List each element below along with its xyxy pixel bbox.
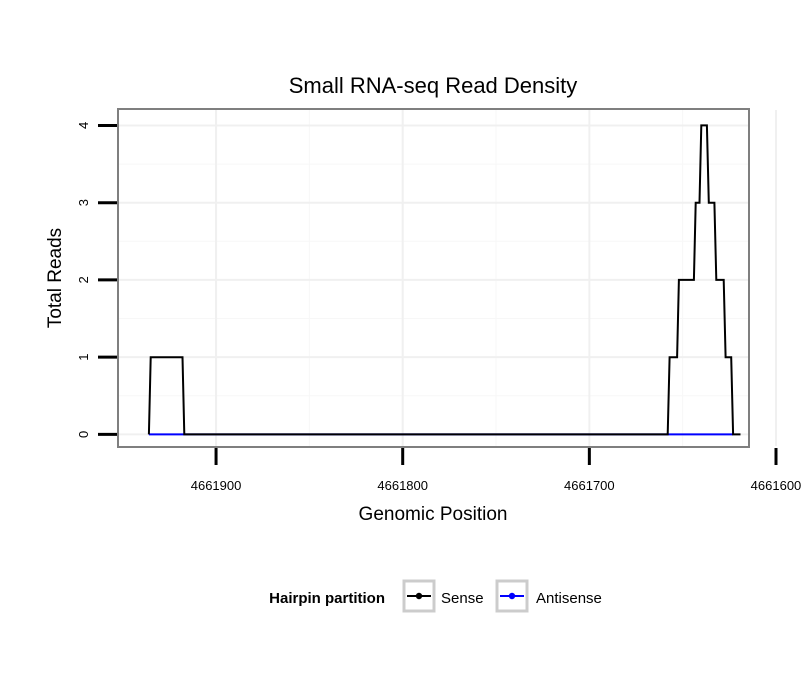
y-axis-title: Total Reads (45, 228, 66, 328)
x-axis: 4661900 4661800 4661700 4661600 (191, 448, 802, 493)
y-tick-label: 0 (76, 431, 91, 438)
legend: Hairpin partition Sense Antisense (269, 579, 602, 613)
y-tick-label: 4 (76, 122, 91, 129)
grid (119, 110, 777, 446)
legend-label-sense: Sense (441, 590, 484, 607)
legend-item-antisense: Antisense (495, 579, 602, 613)
chart-title: Small RNA-seq Read Density (289, 73, 578, 98)
y-axis: 0 1 2 3 4 (76, 122, 117, 438)
panel-border (117, 108, 750, 448)
legend-key-antisense-point (508, 592, 516, 600)
legend-key-sense-point (415, 592, 423, 600)
y-tick-label: 2 (76, 276, 91, 283)
x-tick-label: 4661700 (564, 478, 615, 493)
x-tick-label: 4661800 (377, 478, 428, 493)
y-tick-label: 1 (76, 354, 91, 361)
legend-label-antisense: Antisense (536, 590, 602, 607)
legend-item-sense: Sense (402, 579, 484, 613)
x-axis-title: Genomic Position (359, 504, 508, 525)
x-tick-label: 4661600 (751, 478, 802, 493)
plot-panel (117, 108, 777, 448)
x-tick-label: 4661900 (191, 478, 242, 493)
series-lines (147, 124, 741, 436)
y-tick-label: 3 (76, 199, 91, 206)
legend-title: Hairpin partition (269, 590, 385, 607)
series-line-sense (147, 124, 741, 436)
